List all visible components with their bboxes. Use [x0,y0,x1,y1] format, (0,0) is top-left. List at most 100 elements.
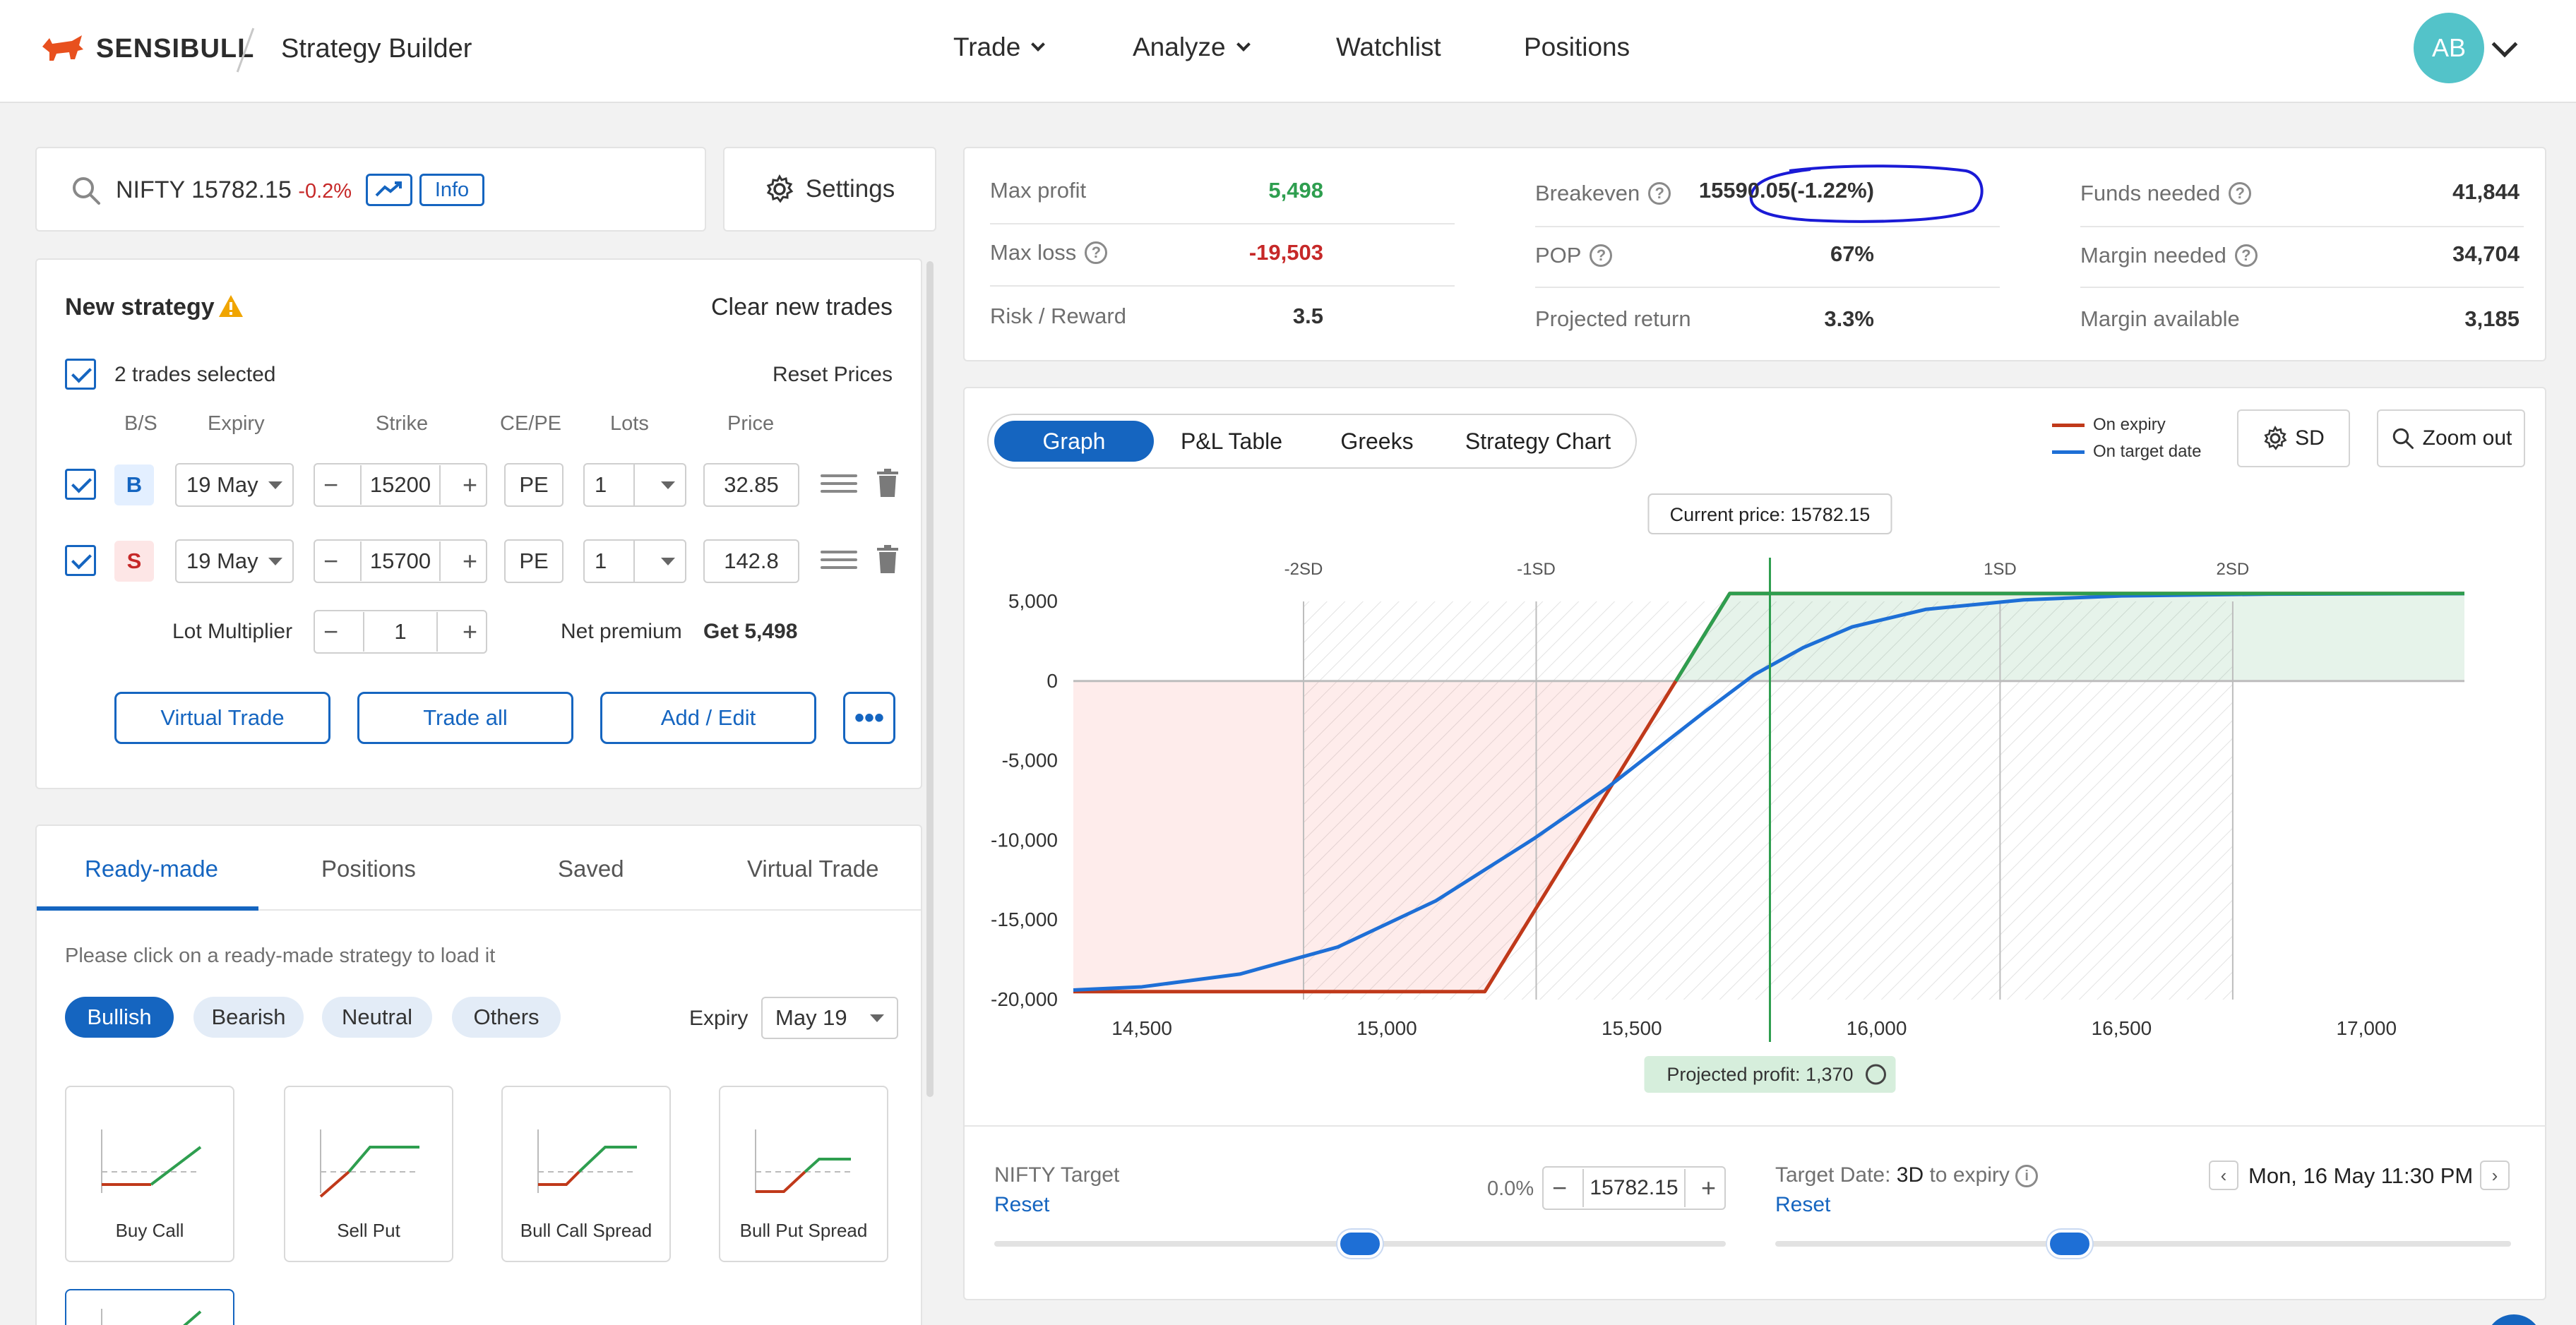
target-stepper[interactable]: − 15782.15 + [1542,1166,1726,1210]
filter-neutral[interactable]: Neutral [322,997,432,1038]
add-edit-button[interactable]: Add / Edit [600,692,816,744]
lots-select[interactable]: 1 [583,539,686,583]
payoff-panel: Graph P&L Table Greeks Strategy Chart On… [963,387,2546,1300]
buy-sell-toggle[interactable]: S [114,541,154,582]
help-chat-button[interactable] [2486,1314,2542,1325]
info-button[interactable]: Info [419,174,484,206]
strike-stepper[interactable]: − 15700 + [314,539,487,583]
lot-multiplier-stepper[interactable]: − 1 + [314,610,487,654]
target-slider[interactable] [994,1230,1726,1258]
clear-new-trades-button[interactable]: Clear new trades [710,294,893,320]
leg-checkbox[interactable] [65,545,96,576]
select-all-checkbox[interactable] [65,359,96,390]
info-icon[interactable]: i [2015,1165,2039,1188]
target-date-reset-button[interactable]: Reset [1775,1193,1831,1216]
target-value[interactable]: 15782.15 [1582,1169,1686,1207]
strategy-card-bull-put-spread[interactable]: Bull Put Spread [719,1086,888,1262]
trash-icon[interactable] [877,545,898,573]
strategy-card-label: Bull Put Spread [739,1220,868,1241]
payoff-thumbnail-icon [755,1129,854,1193]
x-tick-label: 16,000 [1847,1017,1907,1039]
legend-target: On target date [2052,442,2201,462]
legend-swatch [2052,423,2085,427]
warning-icon[interactable] [217,294,244,319]
filter-others[interactable]: Others [452,997,561,1038]
plus-icon[interactable]: + [462,546,477,575]
tab-virtual-trade[interactable]: Virtual Trade [747,856,879,882]
lots-select[interactable]: 1 [583,463,686,507]
tab-greeks[interactable]: Greeks [1340,428,1414,454]
target-date-slider[interactable] [1775,1230,2511,1258]
chart-trend-button[interactable] [366,174,412,206]
target-reset-button[interactable]: Reset [994,1193,1050,1216]
expiry-select[interactable]: 19 May [175,463,294,507]
zoom-out-button[interactable]: Zoom out [2377,409,2525,467]
strike-stepper[interactable]: − 15200 + [314,463,487,507]
payoff-chart[interactable]: -2SD -1SD 1SD 2SD 5,000 0 -5,000 -10,000 -15,000… [965,388,2548,1122]
instrument-search-bar[interactable]: NIFTY 15782.15 -0.2% Info [35,147,706,232]
tab-strategy-chart[interactable]: Strategy Chart [1465,428,1611,454]
nav-analyze[interactable]: Analyze [1133,32,1251,62]
option-type-toggle[interactable]: PE [504,463,564,507]
menu-lines-icon[interactable] [821,551,857,575]
expiry-value: 19 May [186,472,258,497]
strategy-card-buy-call[interactable]: Buy Call [65,1086,234,1262]
help-icon[interactable]: ? [1648,182,1671,205]
filter-bullish[interactable]: Bullish [65,997,174,1038]
brand-name[interactable]: SENSIBULL [96,34,255,64]
option-type-toggle[interactable]: PE [504,539,564,583]
more-options-button[interactable]: ••• [843,692,895,744]
trade-all-button[interactable]: Trade all [357,692,573,744]
strategy-card-partial[interactable] [65,1289,234,1325]
settings-button[interactable]: Settings [723,147,936,232]
minus-icon[interactable]: − [323,546,339,575]
bull-logo-icon[interactable] [40,31,86,66]
plus-icon[interactable]: + [462,617,477,646]
plus-icon[interactable]: + [1700,1173,1716,1202]
strategy-card-bull-call-spread[interactable]: Bull Call Spread [501,1086,671,1262]
virtual-trade-button[interactable]: Virtual Trade [114,692,330,744]
target-date-slider-thumb[interactable] [2046,1230,2092,1258]
tab-ready-made[interactable]: Ready-made [85,856,218,882]
strategy-card-sell-put[interactable]: Sell Put [284,1086,453,1262]
minus-icon[interactable]: − [323,470,339,499]
minus-icon[interactable]: − [323,617,339,646]
sd-settings-button[interactable]: SD [2237,409,2350,467]
metric-label-text: Projected return [1535,306,1691,331]
help-icon[interactable]: ? [1590,244,1613,267]
help-icon[interactable]: ? [2229,182,2252,205]
left-panel-scrollbar[interactable] [926,261,934,1097]
prev-date-button[interactable]: ‹ [2209,1161,2238,1190]
tab-pl-table[interactable]: P&L Table [1180,428,1283,454]
reset-prices-button[interactable]: Reset Prices [772,363,893,386]
tab-graph[interactable]: Graph [994,421,1154,462]
y-tick-label: 5,000 [1008,590,1058,612]
next-date-button[interactable]: › [2480,1161,2510,1190]
nav-positions-label: Positions [1524,32,1630,61]
expiry-select[interactable]: 19 May [175,539,294,583]
minus-icon[interactable]: − [1552,1173,1568,1202]
chevron-down-icon[interactable] [2491,31,2518,58]
avatar[interactable]: AB [2414,13,2484,83]
strike-value[interactable]: 15200 [359,465,441,505]
price-input[interactable]: 142.8 [703,539,799,583]
help-icon[interactable]: ? [1085,241,1108,264]
nav-trade[interactable]: Trade [953,32,1046,62]
plus-icon[interactable]: + [462,470,477,499]
lot-multiplier-value[interactable]: 1 [363,612,438,652]
tab-positions[interactable]: Positions [321,856,416,882]
buy-sell-toggle[interactable]: B [114,464,154,505]
expiry-filter-select[interactable]: May 19 [761,997,898,1039]
menu-lines-icon[interactable] [821,474,857,498]
metric-divider [1535,226,2000,227]
nav-positions[interactable]: Positions [1524,32,1630,62]
strike-value[interactable]: 15700 [359,541,441,581]
leg-checkbox[interactable] [65,469,96,500]
target-slider-thumb[interactable] [1337,1230,1383,1258]
price-input[interactable]: 32.85 [703,463,799,507]
trash-icon[interactable] [877,469,898,497]
nav-watchlist[interactable]: Watchlist [1336,32,1441,62]
filter-bearish[interactable]: Bearish [193,997,304,1038]
tab-saved[interactable]: Saved [558,856,624,882]
help-icon[interactable]: ? [2234,244,2258,267]
